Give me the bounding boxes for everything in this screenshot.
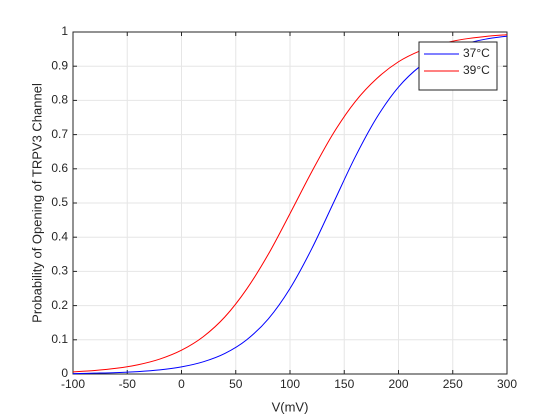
y-tick-label: 0.3: [51, 264, 68, 278]
y-tick-label: 1: [61, 24, 68, 38]
x-tick-label: 150: [334, 377, 354, 391]
y-tick-label: 0.5: [51, 195, 68, 209]
x-tick-label: -50: [119, 377, 137, 391]
x-axis-label: V(mV): [272, 399, 309, 414]
y-tick-label: 0.6: [51, 161, 68, 175]
y-axis-label: Probability of Opening of TRPV3 Channel: [29, 83, 44, 323]
legend-label: 39°C: [463, 63, 490, 77]
y-tick-label: 0: [61, 366, 68, 380]
x-tick-label: 50: [229, 377, 243, 391]
y-tick-label: 0.1: [51, 332, 68, 346]
y-tick-label: 0.9: [51, 58, 68, 72]
x-tick-label: 250: [443, 377, 463, 391]
y-tick-label: 0.4: [51, 229, 68, 243]
x-tick-label: -100: [61, 377, 85, 391]
legend: 37°C 39°C: [418, 41, 498, 91]
y-tick-label: 0.8: [51, 93, 68, 107]
y-tick-label: 0.2: [51, 298, 68, 312]
x-tick-label: 200: [388, 377, 408, 391]
x-tick-label: 0: [178, 377, 185, 391]
legend-box: [418, 41, 498, 91]
legend-label: 37°C: [463, 46, 490, 60]
y-tick-label: 0.7: [51, 127, 68, 141]
x-tick-label: 300: [497, 377, 517, 391]
x-tick-label: 100: [280, 377, 300, 391]
plot-frame: [72, 31, 508, 375]
